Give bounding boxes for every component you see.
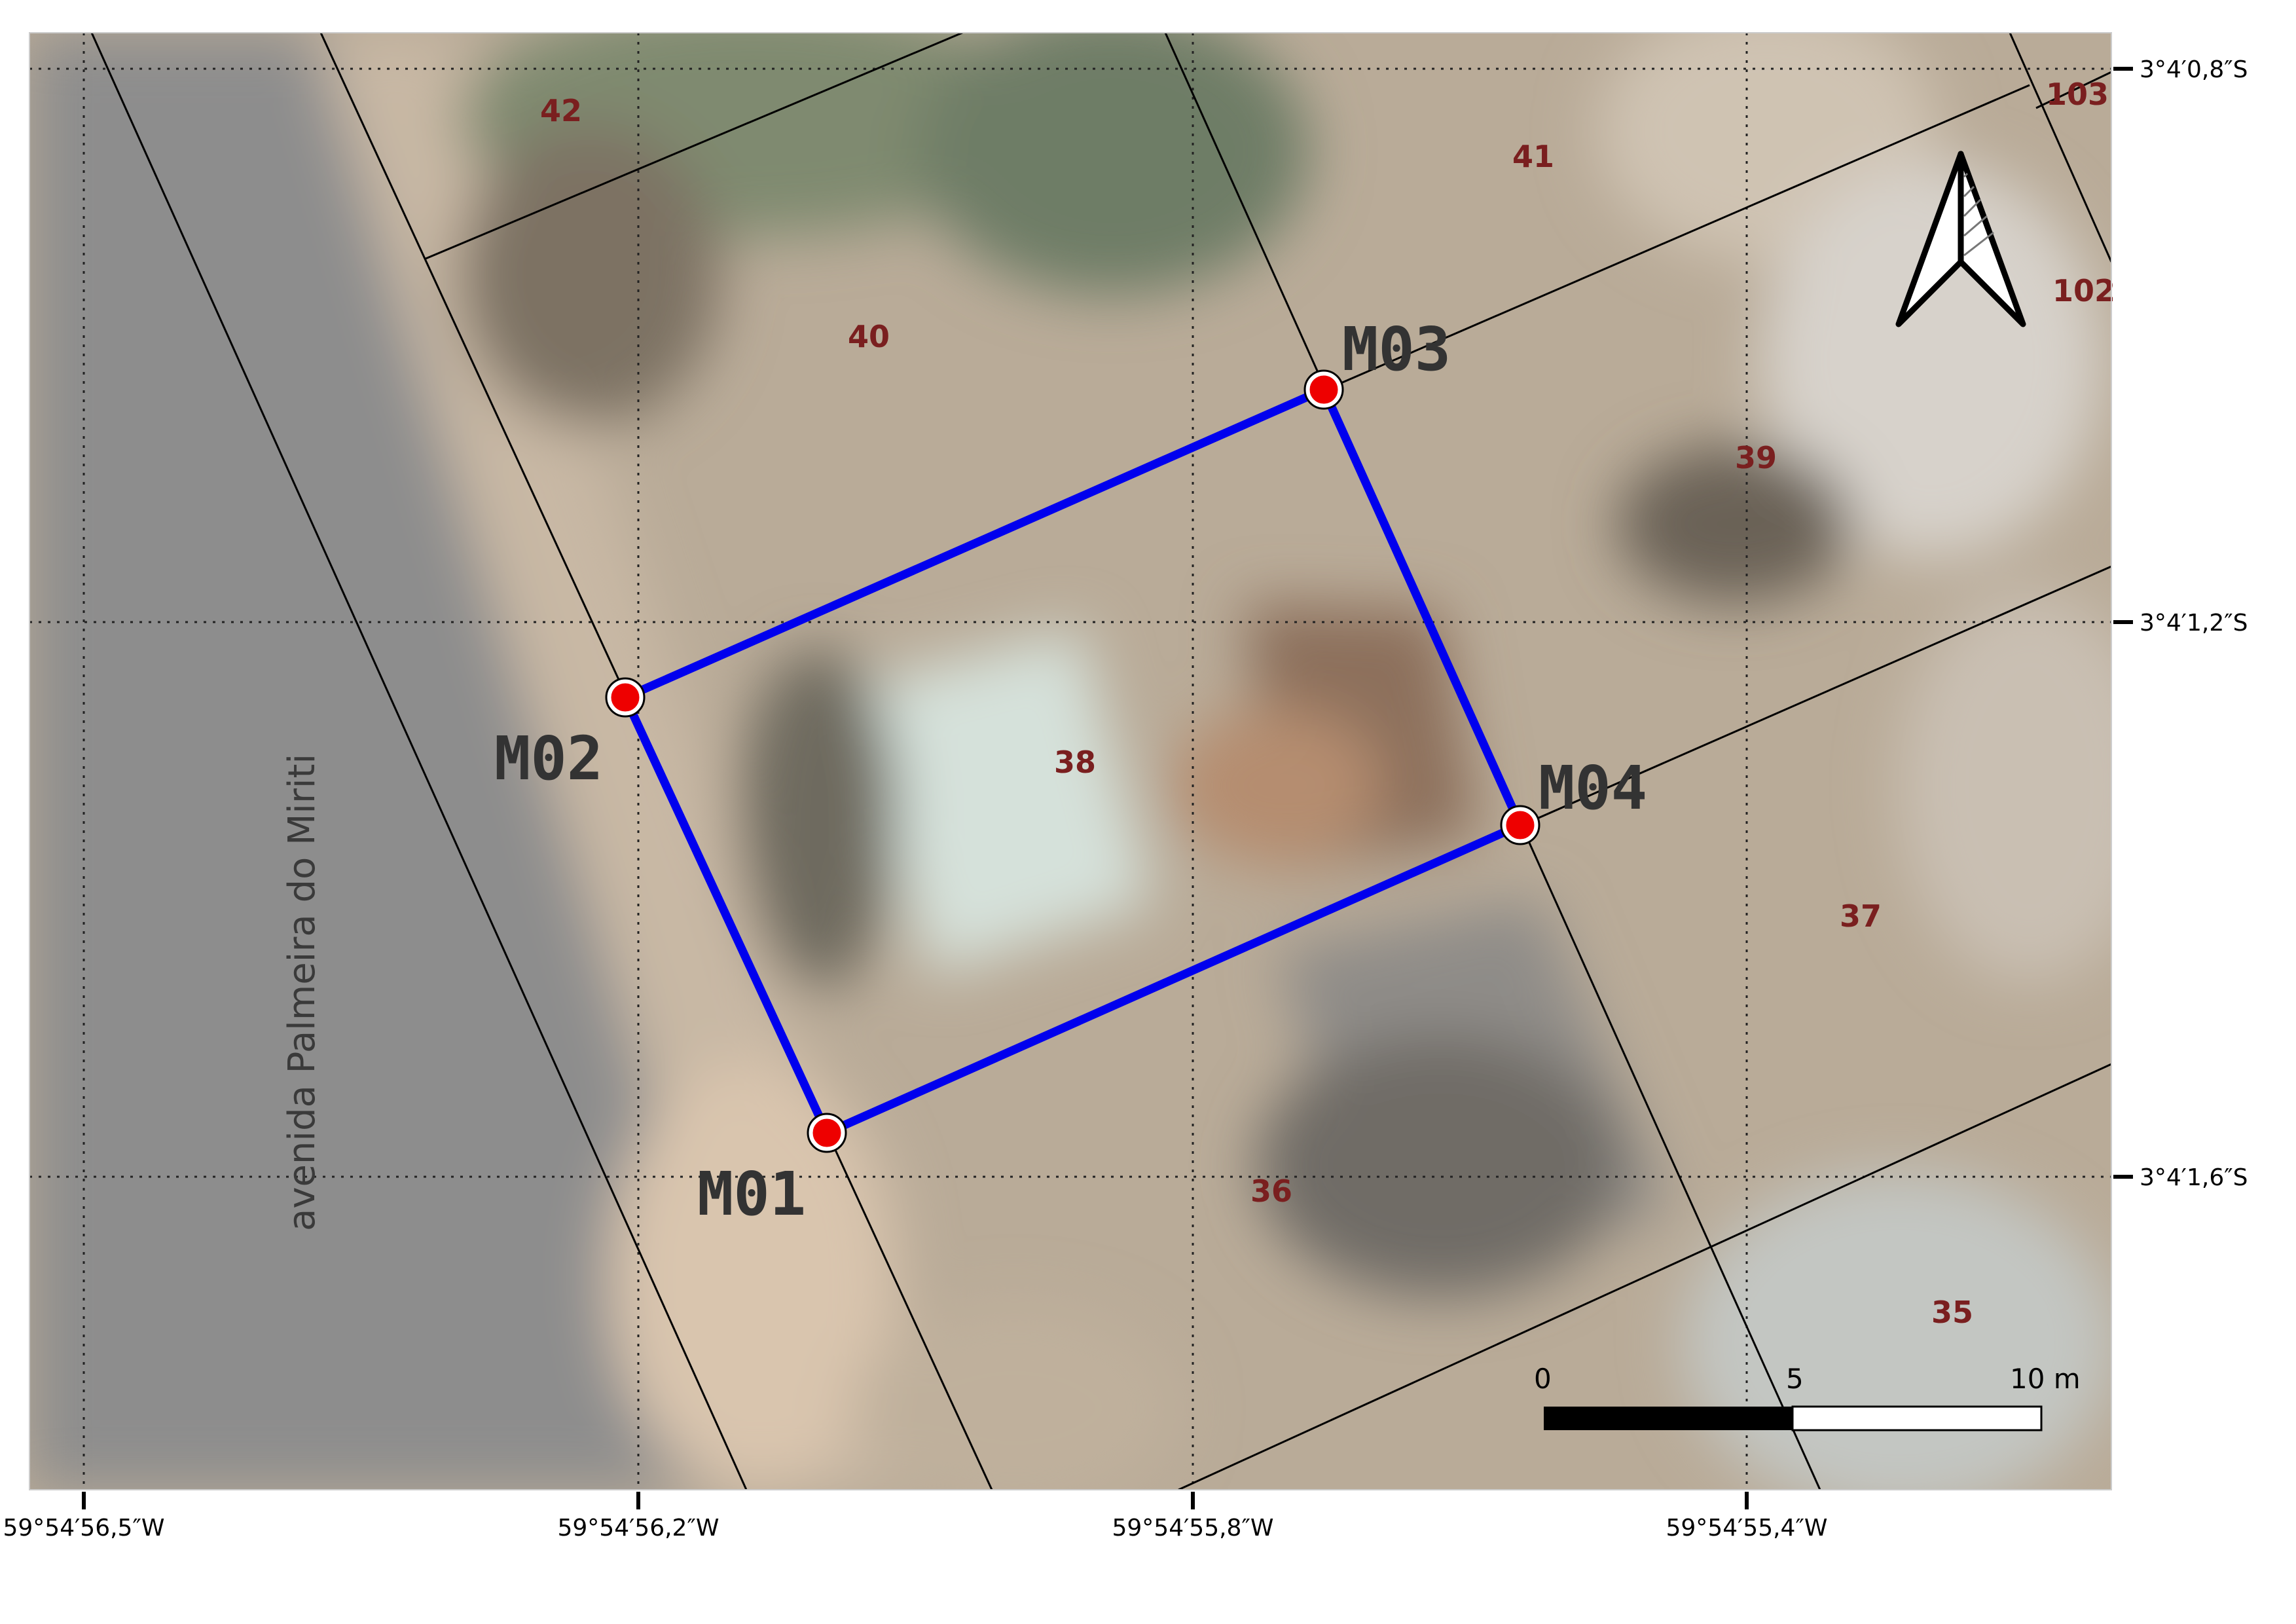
street-label: avenida Palmeira do Miriti [281,754,323,1231]
longitude-ticks [82,1492,1749,1509]
vertex-markers [605,369,1540,1153]
scale-label-0: 0 [1534,1363,1552,1395]
lot-label-41: 41 [1512,139,1554,174]
longitude-label-3: 59°54′55,8″W [1112,1515,1274,1541]
latitude-label-2: 3°4′1,2″S [2140,610,2248,637]
scale-label-10m: 10 m [2010,1363,2081,1395]
lot-line-m03-east [1325,84,2030,391]
map-frame [29,32,2112,1490]
vertex-m04-marker[interactable] [1501,806,1539,844]
longitude-label-1: 59°54′56,5″W [3,1515,165,1541]
lot-line-103 [2009,33,2111,263]
vertex-label-m01: M01 [697,1159,806,1229]
scale-bar-white-segment [1791,1405,2043,1431]
lot-label-40: 40 [848,319,890,354]
vertex-m02-marker[interactable] [606,678,644,716]
lot-label-103: 103 [2046,77,2109,112]
road-edge-line [90,33,748,1490]
longitude-label-4: 59°54′55,4″W [1666,1515,1828,1541]
graticule [29,33,2111,1490]
latitude-label-1: 3°4′0,8″S [2140,56,2248,83]
lot-label-39: 39 [1735,440,1777,475]
latitude-ticks [2113,67,2133,1179]
latitude-label-3: 3°4′1,6″S [2140,1164,2248,1191]
lot-line-102 [2035,71,2111,109]
lot-label-38: 38 [1054,745,1096,780]
lot-line-36-35 [1178,1063,2111,1490]
vertex-label-m04: M04 [1539,753,1647,823]
lot-label-36: 36 [1250,1173,1292,1209]
scale-label-5: 5 [1786,1363,1804,1395]
longitude-label-2: 59°54′56,2″W [558,1515,720,1541]
lot-label-42: 42 [540,93,582,128]
vertex-label-m03: M03 [1342,314,1451,384]
north-arrow-icon [1895,151,2026,327]
lot-label-37: 37 [1840,898,1882,934]
scale-bar-black-segment [1544,1407,1793,1430]
aerial-imagery [29,33,2111,1490]
lot-label-35: 35 [1931,1295,1973,1330]
vertex-m03-marker[interactable] [1305,371,1343,409]
vertex-label-m02: M02 [494,724,603,794]
lot-line-m04-east [1522,565,2111,826]
vertex-m01-marker[interactable] [808,1114,846,1152]
scale-bar: 0 5 10 m [1534,1363,2081,1431]
lot-line-42-40 [425,33,963,260]
lot-label-102: 102 [2052,273,2115,308]
